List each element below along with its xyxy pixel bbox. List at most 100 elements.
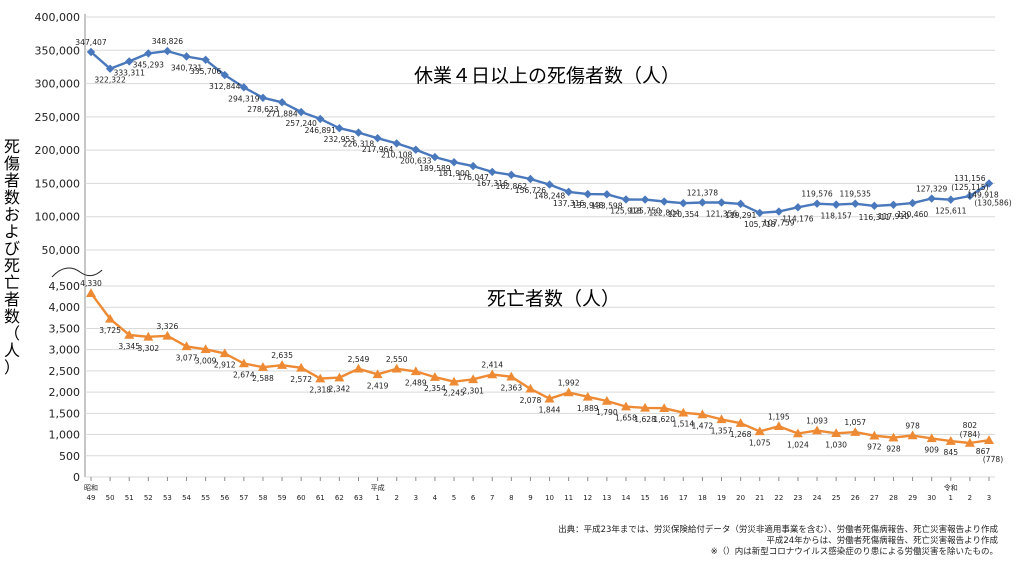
death-data-label-note: (778) (983, 455, 1003, 464)
death-data-label: 2,588 (252, 374, 274, 383)
death-point (544, 393, 555, 403)
injury-data-label: 133,948 (572, 201, 604, 210)
injury-point (182, 52, 191, 61)
x-tick-label: 3 (987, 494, 991, 502)
x-tick-label: 63 (354, 494, 363, 502)
death-data-label: 2,572 (290, 375, 312, 384)
death-point (449, 376, 460, 386)
injury-y-tick-label: 100,000 (35, 211, 81, 224)
injury-data-label: 131,156 (954, 174, 986, 183)
x-tick-label: 56 (220, 494, 229, 502)
x-tick-label: 57 (239, 494, 248, 502)
death-point (391, 363, 402, 373)
x-tick-label: 5 (452, 494, 456, 502)
x-tick-label: 22 (774, 494, 783, 502)
x-tick-label: 27 (870, 494, 879, 502)
x-tick-label: 13 (602, 494, 611, 502)
injury-point (316, 114, 325, 124)
injury-point (105, 64, 115, 73)
death-point (792, 428, 803, 438)
source-line: 出典：平成23年までは、労災保険給付データ（労災非適用事業を含む）、労働者死傷病… (558, 524, 998, 535)
injury-data-label: 114,176 (782, 214, 814, 223)
death-point (238, 358, 249, 368)
injury-point (812, 199, 822, 208)
injury-point (851, 199, 860, 208)
injury-data-label: 120,460 (897, 210, 929, 219)
death-point (257, 362, 268, 371)
death-point (372, 369, 383, 379)
death-series-line (90, 292, 990, 445)
y-axis-label-char: （ (4, 324, 20, 343)
injury-point (239, 83, 249, 92)
x-tick-label: 11 (564, 494, 573, 502)
death-point (964, 437, 975, 447)
injury-data-label: 347,407 (75, 38, 107, 47)
death-data-label: 3,345 (118, 342, 140, 351)
injury-data-label: 181,900 (438, 169, 470, 178)
death-y-tick-label: 3,500 (49, 322, 81, 335)
injury-data-label: 116,311 (859, 213, 891, 222)
x-tick-label: 15 (641, 494, 650, 502)
death-point (812, 425, 823, 435)
injury-data-label-note: (125,115) (951, 183, 988, 192)
death-point (296, 362, 307, 372)
injury-point (201, 55, 210, 65)
injury-y-tick-label: 300,000 (35, 78, 81, 91)
injury-data-label: 125,611 (935, 207, 967, 216)
injury-gridlines (85, 16, 995, 251)
death-y-tick-label: 4,500 (49, 280, 81, 293)
injury-data-label: 125,750 (629, 207, 661, 216)
death-data-label: 2,414 (481, 361, 503, 370)
injury-point (793, 203, 803, 212)
injury-point (163, 46, 172, 56)
injury-point (889, 200, 898, 209)
source-line: ※（）内は新型コロナウイルス感染症のり患による労働災害を除いたもの。 (711, 546, 998, 557)
x-tick-label: 28 (889, 494, 898, 502)
death-point (850, 427, 861, 436)
x-tick-label: 1 (375, 494, 379, 502)
death-data-label: 1,093 (806, 417, 828, 426)
x-tick-label: 23 (793, 494, 802, 502)
death-data-label: 1,075 (749, 438, 771, 447)
death-data-label: 2,635 (271, 351, 293, 360)
y-axis-label-char: 者 (4, 171, 20, 190)
injury-y-tick-label: 150,000 (35, 177, 81, 190)
injury-data-label: 345,293 (133, 60, 165, 69)
injury-data-label: 176,047 (457, 173, 489, 182)
injury-point (927, 194, 936, 203)
death-y-tick-label: 1,000 (49, 429, 81, 442)
injury-point (659, 197, 669, 206)
injury-point (965, 191, 975, 201)
injury-point (755, 208, 764, 218)
death-data-label: 2,674 (233, 371, 255, 380)
death-data-label: 3,302 (137, 344, 159, 353)
injury-data-label: 149,918 (967, 190, 999, 199)
injury-point (698, 198, 707, 207)
injury-data-label: 312,844 (209, 82, 241, 91)
death-point (181, 341, 192, 351)
injury-data-label-note: (130,586) (974, 198, 1011, 207)
x-tick-label: 49 (87, 494, 96, 502)
injury-data-label: 162,862 (496, 182, 528, 191)
injury-point (296, 107, 306, 117)
injury-point (640, 195, 650, 204)
axis-break-mark (51, 267, 103, 278)
x-tick-label: 2 (394, 494, 398, 502)
x-tick-label: 12 (583, 494, 592, 502)
injury-point (736, 199, 745, 209)
injury-point (984, 179, 994, 188)
death-data-label: 1,057 (844, 418, 866, 427)
x-tick-label: 52 (144, 494, 153, 502)
death-point (716, 414, 727, 424)
injury-data-label: 232,953 (324, 135, 356, 144)
injury-data-label: 278,623 (247, 105, 279, 114)
injury-point (125, 57, 134, 66)
x-tick-label: 8 (509, 494, 513, 502)
death-data-label: 802 (963, 421, 978, 430)
death-point (105, 313, 116, 323)
